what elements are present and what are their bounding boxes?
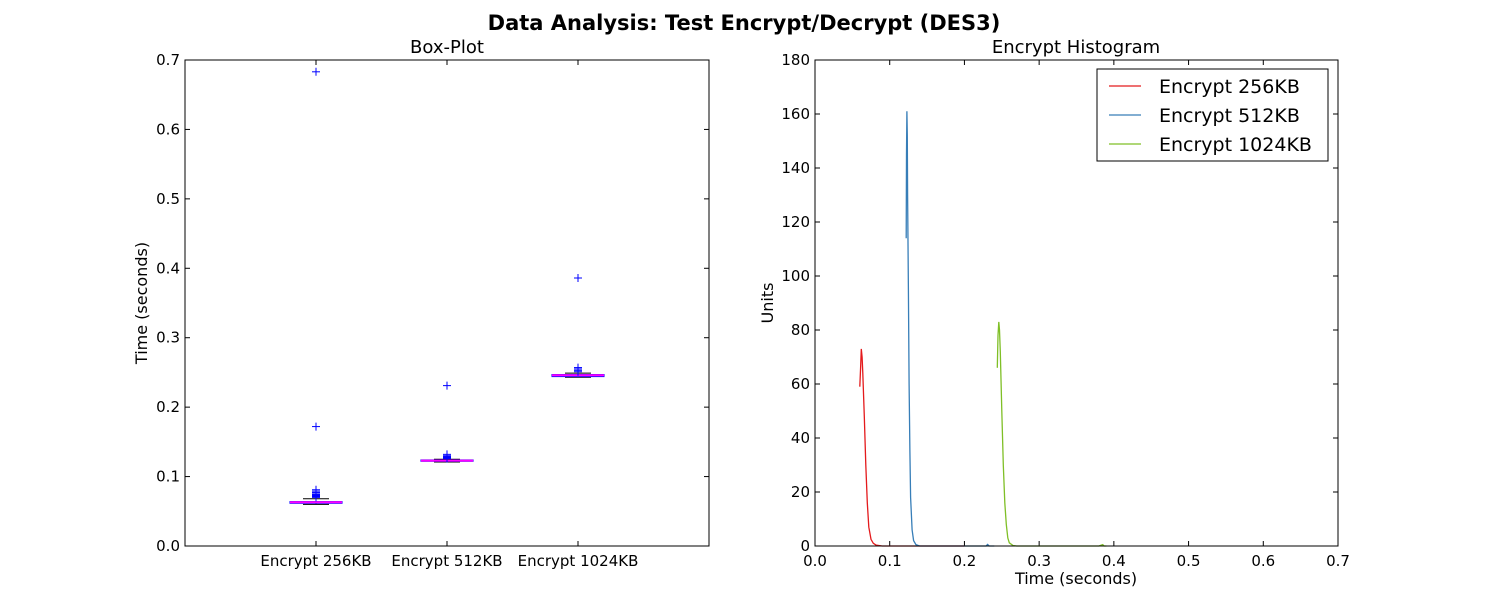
box-plot-frame <box>184 59 710 547</box>
hist-y-tick-label: 160 <box>781 105 810 123</box>
box-y-tick-label: 0.0 <box>156 537 180 555</box>
hist-x-tick-label: 0.4 <box>1102 552 1126 570</box>
hist-x-tick-label: 0.0 <box>803 552 827 570</box>
box-y-tick-label: 0.7 <box>156 51 180 69</box>
hist-x-tick-label: 0.2 <box>952 552 976 570</box>
hist-y-tick-label: 80 <box>791 321 810 339</box>
legend-label: Encrypt 512KB <box>1159 105 1300 127</box>
box-plot-y-axis-label: Time (seconds) <box>132 242 151 365</box>
legend-label: Encrypt 256KB <box>1159 76 1300 98</box>
hist-series-line-3 <box>996 321 1107 547</box>
histogram-legend: Encrypt 256KB Encrypt 512KB Encrypt 1024KB <box>1096 68 1329 162</box>
hist-x-tick-label: 0.1 <box>878 552 902 570</box>
hist-x-tick-label: 0.3 <box>1027 552 1051 570</box>
histogram-frame <box>814 59 1339 547</box>
box-y-tick-label: 0.2 <box>156 398 180 416</box>
box-flier <box>443 454 451 463</box>
box-flier <box>312 67 320 76</box>
box-plot-title: Box-Plot <box>410 37 484 58</box>
box-flier <box>312 493 320 502</box>
legend-box <box>1096 68 1329 162</box>
histogram-panel: Encrypt Histogram Units Time (seconds) 0… <box>758 37 1350 588</box>
hist-x-tick-label: 0.6 <box>1251 552 1275 570</box>
hist-y-tick-label: 60 <box>791 375 810 393</box>
hist-x-tick-label: 0.7 <box>1326 552 1350 570</box>
figure-title: Data Analysis: Test Encrypt/Decrypt (DES… <box>488 11 1001 35</box>
box-flier <box>443 381 451 390</box>
box-y-tick-label: 0.6 <box>156 120 180 138</box>
box-flier <box>312 422 320 431</box>
box-x-tick-label: Encrypt 1024KB <box>518 552 639 570</box>
box-x-tick-label: Encrypt 256KB <box>260 552 371 570</box>
box-x-tick-label: Encrypt 512KB <box>391 552 502 570</box>
box-flier <box>574 274 582 283</box>
box-y-tick-label: 0.4 <box>156 259 180 277</box>
box-y-tick-label: 0.3 <box>156 329 180 347</box>
hist-y-tick-label: 140 <box>781 159 810 177</box>
box-plot-panel: Box-Plot Time (seconds) 0.0 0.1 0.2 0.3 0.4 0… <box>132 37 710 570</box>
hist-y-tick-label: 20 <box>791 483 810 501</box>
histogram-x-axis-label: Time (seconds) <box>1014 569 1137 588</box>
hist-y-tick-label: 120 <box>781 213 810 231</box>
histogram-title: Encrypt Histogram <box>992 37 1160 58</box>
histogram-y-axis-label: Units <box>758 283 777 324</box>
hist-y-tick-label: 100 <box>781 267 810 285</box>
hist-x-tick-label: 0.5 <box>1177 552 1201 570</box>
hist-y-tick-label: 180 <box>781 51 810 69</box>
box-y-tick-label: 0.5 <box>156 190 180 208</box>
hist-series-line-2 <box>905 111 995 547</box>
hist-y-tick-label: 0 <box>800 537 810 555</box>
hist-y-tick-label: 40 <box>791 429 810 447</box>
legend-label: Encrypt 1024KB <box>1159 134 1312 156</box>
box-y-tick-label: 0.1 <box>156 468 180 486</box>
box-flier <box>574 367 582 376</box>
